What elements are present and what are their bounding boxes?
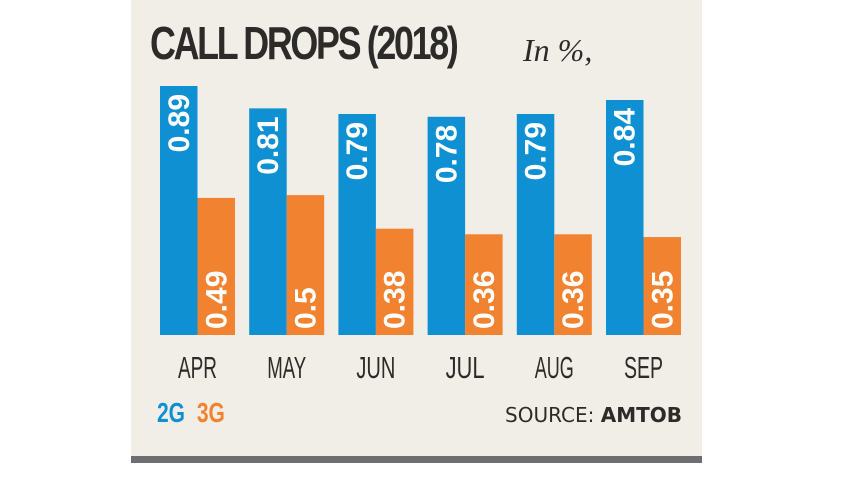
source-credit: SOURCE: AMTOB — [505, 405, 682, 425]
bar-2g-jul — [427, 116, 466, 335]
bar-2g-apr — [160, 86, 198, 335]
bar-label-3g-jul: 0.36 — [468, 271, 501, 329]
bar-label-3g-sep: 0.35 — [646, 271, 679, 329]
source-name: AMTOB — [600, 403, 682, 427]
legend-2g: 2G — [157, 397, 186, 428]
bar-3g-sep — [643, 237, 681, 335]
chart-unit: In %, — [523, 32, 593, 68]
bar-label-3g-jun: 0.38 — [379, 271, 412, 329]
bar-3g-may — [286, 195, 325, 335]
bar-label-2g-sep: 0.84 — [609, 108, 642, 167]
bar-2g-aug — [516, 113, 555, 335]
bar-label-3g-may: 0.5 — [289, 287, 322, 329]
chart-title: CALL DROPS (2018) — [150, 17, 459, 69]
x-tick-label: AUG — [535, 350, 574, 385]
bar-3g-apr — [197, 197, 235, 335]
x-tick-label: SEP — [624, 350, 663, 385]
x-tick-label: APR — [178, 350, 217, 385]
bar-2g-may — [249, 108, 287, 335]
x-tick-label: JUN — [356, 350, 395, 385]
source-prefix: SOURCE: — [505, 403, 595, 427]
bar-3g-jun — [375, 228, 414, 335]
bar-2g-sep — [606, 99, 644, 335]
bar-label-2g-apr: 0.89 — [163, 94, 196, 152]
bar-3g-aug — [554, 234, 592, 335]
bar-2g-jun — [338, 113, 376, 335]
bar-label-2g-aug: 0.79 — [520, 122, 553, 180]
x-tick-label: JUL — [446, 350, 485, 385]
bar-label-2g-may: 0.81 — [252, 116, 285, 174]
bar-3g-jul — [465, 234, 503, 335]
bar-label-2g-jun: 0.79 — [341, 122, 374, 180]
legend-3g: 3G — [196, 397, 225, 428]
x-tick-label: MAY — [267, 350, 306, 385]
bar-label-3g-aug: 0.36 — [557, 271, 590, 329]
legend: 2G 3G — [157, 399, 225, 427]
bar-label-2g-jul: 0.78 — [430, 125, 463, 183]
bottom-rule — [131, 456, 702, 463]
bar-label-3g-apr: 0.49 — [200, 271, 233, 329]
